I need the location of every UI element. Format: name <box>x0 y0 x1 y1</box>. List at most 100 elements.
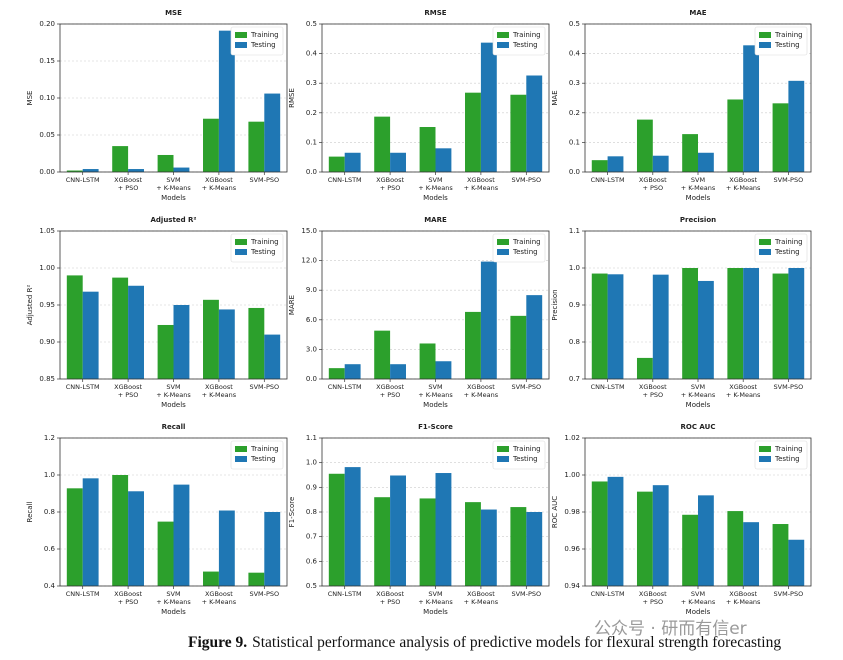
bar <box>698 495 714 586</box>
y-tick-label: 1.02 <box>564 434 580 442</box>
x-axis-label: Models <box>686 194 711 202</box>
x-tick-label: SVM-PSO <box>773 383 804 391</box>
bar <box>157 324 174 379</box>
legend-swatch <box>759 249 771 255</box>
legend-label: Training <box>512 445 541 453</box>
y-tick-label: 0.3 <box>306 79 317 87</box>
axes-frame <box>59 230 288 380</box>
bar <box>591 160 608 172</box>
x-axis-label: Models <box>686 401 711 409</box>
bar <box>510 507 527 586</box>
bar <box>173 484 190 586</box>
legend-label: Training <box>250 238 279 246</box>
caption-text: Statistical performance analysis of pred… <box>252 634 782 651</box>
x-tick-label: CNN-LSTM <box>327 383 362 391</box>
bar <box>465 92 481 172</box>
legend-label: Testing <box>774 455 800 463</box>
y-tick-label: 0.9 <box>569 301 580 309</box>
y-tick-label: 1.0 <box>569 264 580 272</box>
legend-label: Training <box>250 31 279 39</box>
bar <box>465 502 481 586</box>
bar <box>607 156 624 172</box>
bar <box>374 116 391 172</box>
x-tick-label: CNN-LSTM <box>590 176 625 184</box>
bar <box>607 274 624 379</box>
x-tick-label: SVM-PSO <box>249 383 280 391</box>
x-tick-label: CNN-LSTM <box>590 590 625 598</box>
bar <box>264 334 281 379</box>
bar <box>112 277 129 379</box>
y-tick-label: 0.15 <box>39 57 55 65</box>
x-tick-label: CNN-LSTM <box>65 383 100 391</box>
y-axis-label: MARE <box>288 295 296 315</box>
y-tick-label: 1.2 <box>44 434 55 442</box>
legend-label: Training <box>512 238 541 246</box>
bar <box>526 75 543 172</box>
bar <box>727 268 744 379</box>
legend-swatch <box>235 42 247 48</box>
bar <box>698 280 714 379</box>
y-tick-label: 9.0 <box>306 286 317 294</box>
x-tick-label: SVM + K-Means <box>680 383 716 399</box>
y-tick-label: 0.96 <box>564 545 580 553</box>
x-tick-label: SVM + K-Means <box>156 383 191 399</box>
chart-title: Precision <box>680 216 716 224</box>
bar <box>465 311 481 379</box>
y-tick-label: 0.8 <box>569 338 580 346</box>
x-tick-label: SVM-PSO <box>249 590 280 598</box>
bar <box>510 315 527 379</box>
bar <box>788 539 805 586</box>
bar <box>218 309 235 379</box>
bar <box>390 475 406 586</box>
bar <box>435 148 452 172</box>
x-tick-label: XGBoost + K-Means <box>725 383 761 399</box>
x-axis-label: Models <box>686 608 711 616</box>
bar <box>344 364 361 379</box>
bar <box>248 307 265 379</box>
y-tick-label: 0.05 <box>39 131 55 139</box>
x-tick-label: XGBoost + PSO <box>114 176 143 192</box>
bar <box>66 275 83 379</box>
axes-frame <box>59 23 288 173</box>
legend-label: Training <box>250 445 279 453</box>
y-axis-label: Adjusted R² <box>26 285 34 326</box>
y-tick-label: 0.0 <box>306 375 317 383</box>
x-tick-label: SVM-PSO <box>773 590 804 598</box>
bar <box>727 99 744 172</box>
bar <box>772 273 789 379</box>
legend-swatch <box>759 239 771 245</box>
bar <box>682 514 698 586</box>
x-tick-label: SVM-PSO <box>511 383 542 391</box>
bar <box>682 134 698 172</box>
legend-swatch <box>497 32 509 38</box>
x-tick-label: SVM-PSO <box>511 176 542 184</box>
y-tick-label: 0.6 <box>306 557 318 565</box>
y-tick-label: 0.8 <box>306 508 317 516</box>
bar <box>636 491 653 586</box>
y-tick-label: 0.1 <box>306 138 317 146</box>
legend-swatch <box>235 456 247 462</box>
bar <box>419 343 436 379</box>
bar <box>66 170 83 172</box>
y-tick-label: 0.10 <box>39 94 55 102</box>
bar <box>435 361 452 379</box>
x-tick-label: SVM + K-Means <box>418 383 453 399</box>
x-tick-label: XGBoost + PSO <box>376 176 405 192</box>
bar <box>390 152 406 172</box>
y-axis-label: Precision <box>551 289 559 320</box>
axes-frame <box>584 23 812 173</box>
legend-label: Training <box>512 31 541 39</box>
y-axis-label: MAE <box>551 90 559 105</box>
y-tick-label: 0.7 <box>569 375 580 383</box>
x-tick-label: XGBoost + K-Means <box>463 383 499 399</box>
y-tick-label: 0.1 <box>569 138 580 146</box>
bar <box>743 268 760 379</box>
x-tick-label: SVM-PSO <box>773 176 804 184</box>
legend-swatch <box>235 32 247 38</box>
y-axis-label: RMSE <box>288 88 296 108</box>
legend-label: Testing <box>250 248 276 256</box>
legend-swatch <box>497 239 509 245</box>
y-tick-label: 0.7 <box>306 533 317 541</box>
legend-swatch <box>235 249 247 255</box>
